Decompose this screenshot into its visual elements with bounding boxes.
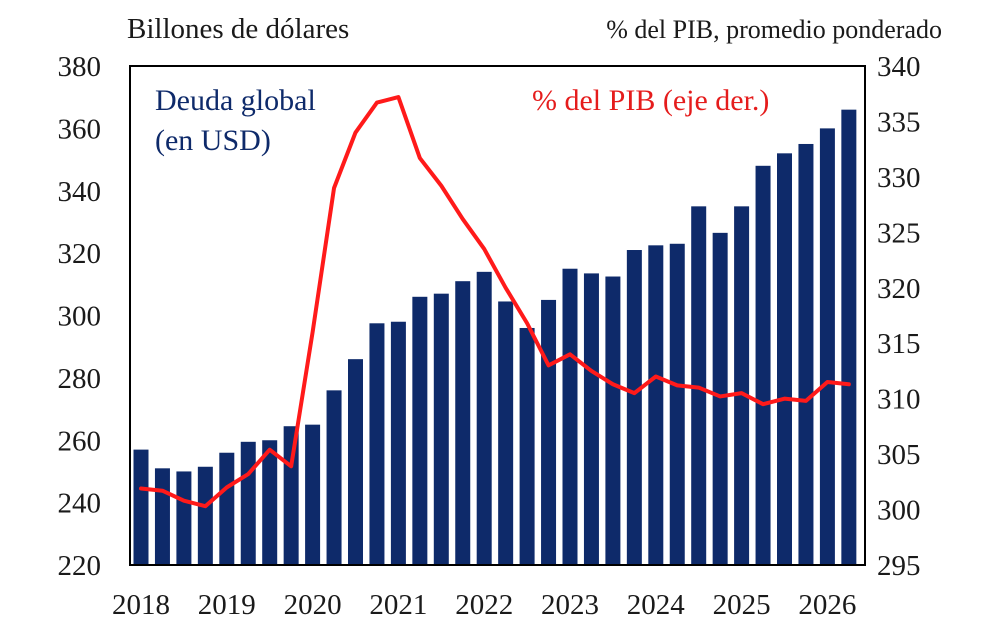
x-axis-ticks: 2018 2019 2020 2021 2022 2023 2024 2025 2026 xyxy=(112,589,856,621)
bar-31 xyxy=(798,143,814,565)
left-tick-240: 240 xyxy=(58,488,102,520)
bar-series-label: Deuda global (en USD) xyxy=(155,84,323,157)
right-tick-305: 305 xyxy=(877,439,921,471)
bar-18 xyxy=(519,327,535,565)
line-series xyxy=(139,95,851,509)
bar-24 xyxy=(648,245,664,565)
right-axis-title: % del PIB, promedio ponderado xyxy=(606,15,942,44)
bar-6 xyxy=(262,440,278,565)
left-tick-300: 300 xyxy=(58,301,102,333)
left-axis-ticks: 380 360 340 320 300 280 260 240 220 xyxy=(58,51,102,582)
bar-14 xyxy=(433,293,449,565)
right-tick-300: 300 xyxy=(877,495,921,527)
line-series-label: % del PIB (eje der.) xyxy=(532,84,769,117)
x-tick-2021: 2021 xyxy=(369,589,427,621)
bar-21 xyxy=(583,273,599,565)
right-tick-325: 325 xyxy=(877,217,921,249)
bar-5 xyxy=(240,441,256,565)
bar-25 xyxy=(669,243,685,565)
bar-3 xyxy=(197,466,213,565)
bar-23 xyxy=(626,250,642,565)
bar-series xyxy=(133,109,857,566)
left-tick-380: 380 xyxy=(58,51,102,83)
x-tick-2020: 2020 xyxy=(284,589,342,621)
right-tick-340: 340 xyxy=(877,51,921,83)
bar-17 xyxy=(498,301,514,565)
bar-22 xyxy=(605,276,621,565)
plot-frame xyxy=(129,65,866,566)
gdp-percent-line xyxy=(139,95,851,509)
right-tick-335: 335 xyxy=(877,106,921,138)
right-tick-310: 310 xyxy=(877,384,921,416)
bar-11 xyxy=(369,323,385,565)
bar-19 xyxy=(541,299,557,565)
bar-13 xyxy=(412,296,428,565)
x-tick-2018: 2018 xyxy=(112,589,170,621)
bar-28 xyxy=(734,206,750,565)
bar-16 xyxy=(476,271,492,565)
bar-0 xyxy=(133,449,149,565)
left-tick-280: 280 xyxy=(58,363,102,395)
x-tick-2022: 2022 xyxy=(455,589,513,621)
bar-8 xyxy=(305,424,321,565)
bar-29 xyxy=(755,165,771,566)
left-tick-220: 220 xyxy=(58,550,102,582)
bar-1 xyxy=(154,468,170,565)
bar-33 xyxy=(841,109,857,565)
right-tick-320: 320 xyxy=(877,273,921,305)
bar-32 xyxy=(819,128,835,566)
bar-9 xyxy=(326,390,342,565)
bar-15 xyxy=(455,281,471,565)
bar-30 xyxy=(777,153,792,565)
bar-7 xyxy=(283,426,299,565)
left-tick-320: 320 xyxy=(58,238,102,270)
left-tick-340: 340 xyxy=(58,176,102,208)
bar-20 xyxy=(562,268,578,565)
x-tick-2026: 2026 xyxy=(798,589,856,621)
x-tick-2024: 2024 xyxy=(627,589,686,621)
left-tick-260: 260 xyxy=(58,425,102,457)
left-tick-360: 360 xyxy=(58,113,102,145)
right-tick-315: 315 xyxy=(877,328,921,360)
bar-27 xyxy=(712,232,728,565)
x-tick-2023: 2023 xyxy=(541,589,599,621)
x-tick-2019: 2019 xyxy=(198,589,256,621)
bar-4 xyxy=(219,452,235,565)
right-tick-295: 295 xyxy=(877,550,921,582)
x-tick-2025: 2025 xyxy=(713,589,771,621)
bar-2 xyxy=(176,471,192,565)
bar-10 xyxy=(348,359,363,565)
right-axis-ticks: 340 335 330 325 320 315 310 305 300 295 xyxy=(877,51,921,582)
bar-12 xyxy=(390,321,406,565)
left-axis-title: Billones de dólares xyxy=(127,13,349,45)
right-tick-330: 330 xyxy=(877,162,921,194)
